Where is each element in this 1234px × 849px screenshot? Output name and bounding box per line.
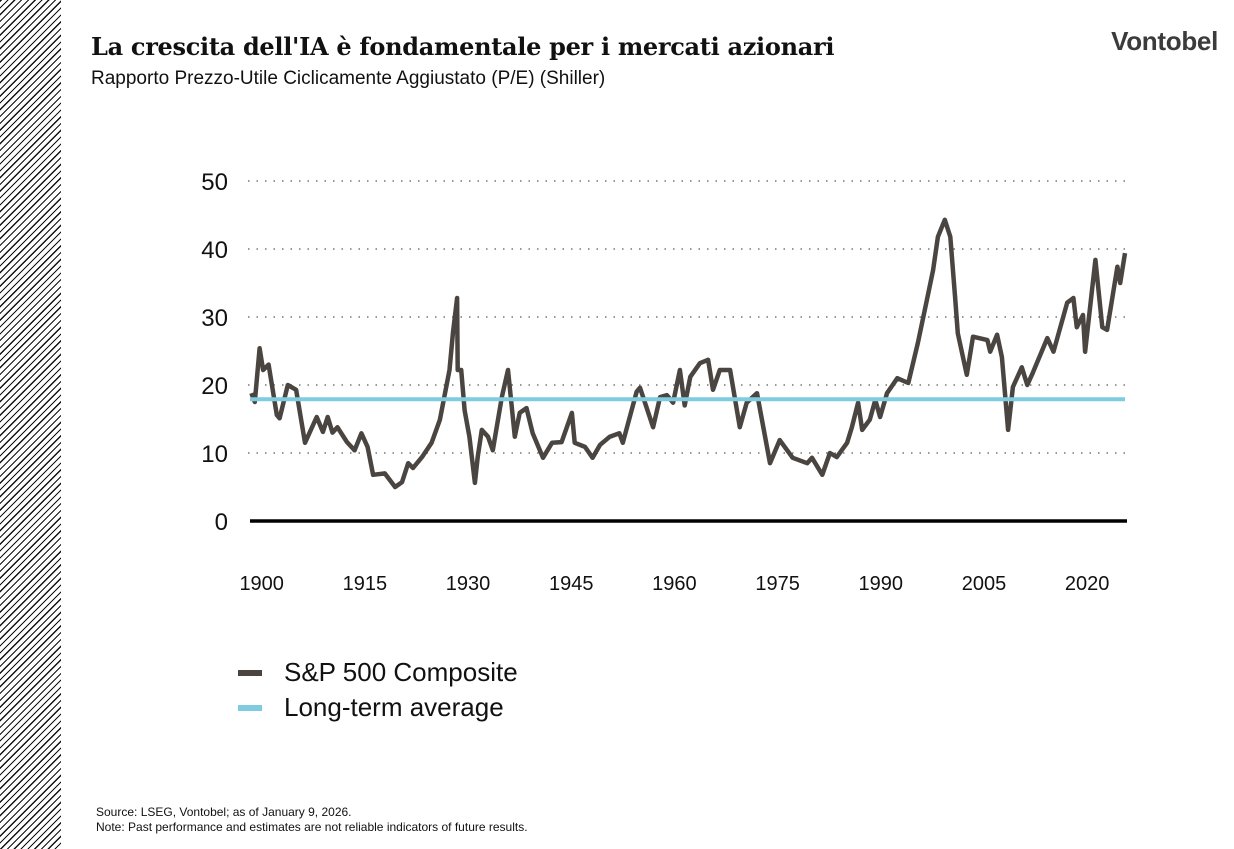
gridlines <box>248 180 1127 523</box>
x-tick-label: 1975 <box>755 573 800 595</box>
x-axis-ticks: 1900 1915 1930 1945 1960 1975 1990 2005 2020 <box>239 573 1109 595</box>
x-tick-label: 1915 <box>343 573 388 595</box>
x-tick-label: 1930 <box>446 573 491 595</box>
disclaimer-note: Note: Past performance and estimates are… <box>96 820 528 834</box>
x-tick-label: 2005 <box>962 573 1007 595</box>
y-tick-label: 30 <box>201 305 228 332</box>
y-tick-label: 50 <box>201 169 228 196</box>
x-tick-label: 1900 <box>239 573 284 595</box>
vontobel-logo: Vontobel <box>1111 26 1218 56</box>
legend-item-sp500: S&P 500 Composite <box>238 655 518 690</box>
y-axis-ticks: 0 10 20 30 40 50 <box>201 169 228 536</box>
x-tick-label: 1990 <box>859 573 904 595</box>
legend-item-average: Long-term average <box>238 690 518 725</box>
legend: S&P 500 Composite Long-term average <box>238 655 518 725</box>
sp500-series-line <box>249 217 1128 490</box>
y-tick-label: 20 <box>201 373 228 400</box>
series-lines <box>249 217 1128 490</box>
source-note: Source: LSEG, Vontobel; as of January 9,… <box>96 805 352 819</box>
y-tick-label: 40 <box>201 237 228 264</box>
legend-swatch <box>238 704 262 711</box>
legend-swatch <box>238 669 262 676</box>
legend-label: S&P 500 Composite <box>284 657 518 687</box>
legend-label: Long-term average <box>284 692 504 722</box>
y-tick-label: 10 <box>201 441 228 468</box>
x-tick-label: 1945 <box>549 573 594 595</box>
chart-subtitle: Rapporto Prezzo-Utile Ciclicamente Aggiu… <box>91 68 606 89</box>
y-tick-label: 0 <box>215 509 228 536</box>
x-tick-label: 1960 <box>652 573 697 595</box>
footnotes: Source: LSEG, Vontobel; as of January 9,… <box>96 805 528 835</box>
chart-title: La crescita dell'IA è fondamentale per i… <box>91 32 835 61</box>
x-tick-label: 2020 <box>1065 573 1110 595</box>
hatched-side-stripe <box>0 0 61 849</box>
